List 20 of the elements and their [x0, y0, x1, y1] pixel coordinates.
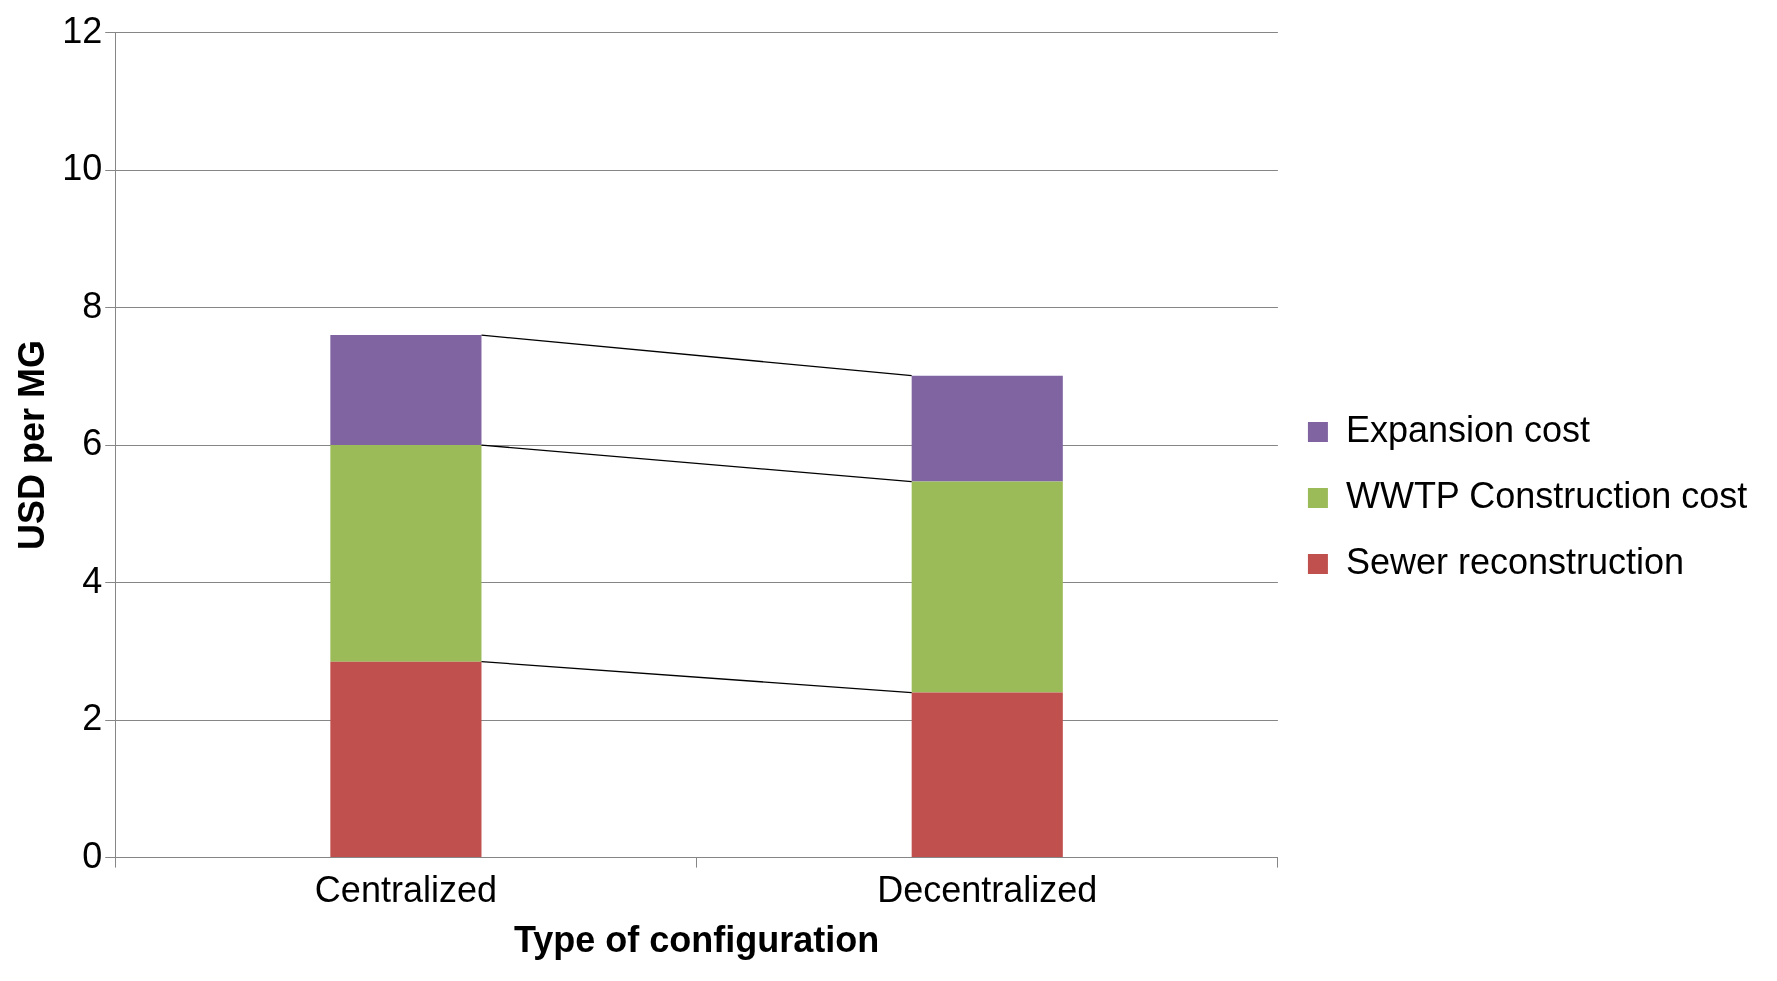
y-tick-label: 4 [82, 559, 103, 601]
y-tick-label: 6 [82, 422, 103, 464]
bar [330, 335, 482, 446]
y-tick-label: 8 [82, 284, 103, 326]
legend-label: WWTP Construction cost [1345, 474, 1748, 516]
y-tick-label: 12 [62, 9, 103, 51]
bar [911, 692, 1063, 858]
y-tick-label: 0 [82, 834, 103, 876]
bar [911, 375, 1063, 482]
bar [330, 661, 482, 858]
bar [911, 481, 1063, 693]
y-tick-label: 2 [82, 697, 103, 739]
legend-label: Sewer reconstruction [1345, 540, 1685, 582]
x-tick-label: Decentralized [877, 869, 1098, 911]
legend-label: Expansion cost [1345, 408, 1591, 450]
y-axis-title: USD per MG [10, 340, 52, 551]
y-tick-label: 10 [62, 147, 103, 189]
bar [330, 445, 482, 662]
x-axis-title: Type of configuration [513, 919, 880, 961]
x-tick-label: Centralized [314, 869, 497, 911]
